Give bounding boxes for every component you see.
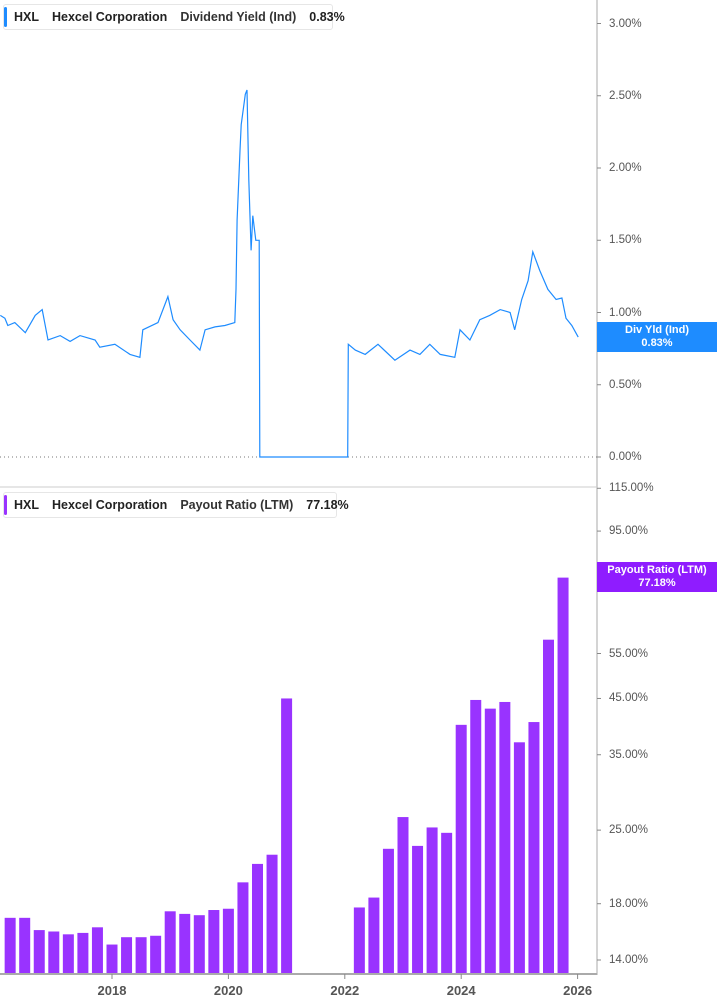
payout-bar	[412, 845, 424, 973]
bottom-y-tick-label: 35.00%	[609, 748, 649, 761]
payout-bar	[19, 917, 31, 973]
x-tick-label: 2022	[330, 983, 360, 998]
payout-bar	[499, 701, 511, 973]
payout-bar	[91, 927, 103, 973]
legend-metric: Dividend Yield (Ind)	[180, 10, 297, 24]
legend-value: 0.83%	[309, 10, 345, 24]
payout-bar	[208, 910, 220, 973]
payout-bar	[484, 708, 496, 973]
payout-bar	[281, 698, 293, 973]
payout-bar	[557, 577, 569, 973]
payout-bar	[48, 931, 60, 973]
payout-bar	[106, 944, 118, 973]
payout-bar	[179, 913, 191, 973]
bottom-y-tick-label: 115.00%	[609, 482, 654, 495]
legend-ticker: HXL	[14, 498, 39, 512]
top-y-tick-label: 1.00%	[609, 306, 642, 319]
legend-value: 77.18%	[306, 498, 349, 512]
payout-bar	[368, 897, 380, 973]
payout-bar	[441, 832, 453, 973]
payout-bar	[455, 724, 467, 973]
x-tick-label: 2020	[213, 983, 243, 998]
bottom-y-tick-label: 45.00%	[609, 692, 649, 705]
bottom-y-tick-label: 14.00%	[609, 954, 649, 966]
payout-bar	[543, 639, 554, 973]
payout-bar	[353, 907, 365, 973]
dividend-yield-line	[0, 89, 579, 458]
payout-bar	[135, 937, 147, 973]
top-y-tick-label: 3.00%	[609, 17, 642, 30]
payout-bar	[513, 742, 525, 973]
top-y-tick-label: 2.50%	[609, 89, 642, 102]
payout-bar	[164, 911, 176, 973]
payout-bar	[77, 932, 89, 973]
bottom-y-tick-label: 18.00%	[609, 897, 649, 910]
x-tick-label: 2026	[563, 983, 593, 998]
payout-bar	[382, 848, 394, 973]
payout-bar	[426, 827, 438, 973]
legend-ticker: HXL	[14, 10, 39, 24]
badge-label: Div Yld (Ind)	[625, 324, 689, 336]
payout-bar	[193, 915, 205, 973]
top-y-tick-label: 0.00%	[609, 451, 642, 463]
payout-bar	[266, 854, 278, 973]
payout-bar	[237, 882, 249, 973]
bottom-y-tick-label: 95.00%	[609, 525, 649, 538]
payout-bar	[470, 699, 482, 973]
payout-bar	[62, 934, 74, 973]
dividend-yield-badge: Div Yld (Ind) 0.83%	[597, 322, 717, 352]
payout-bar	[121, 937, 133, 973]
legend-metric: Payout Ratio (LTM)	[180, 498, 294, 512]
legend-company: Hexcel Corporation	[52, 10, 168, 24]
top-y-tick-label: 2.00%	[609, 162, 642, 174]
payout-bar	[222, 908, 234, 973]
bottom-y-tick-label: 55.00%	[609, 647, 649, 660]
bottom-y-tick-label: 25.00%	[609, 824, 649, 837]
legend-company: Hexcel Corporation	[52, 498, 168, 512]
payout-ratio-legend: HXL Hexcel Corporation Payout Ratio (LTM…	[3, 492, 349, 518]
payout-bar	[397, 817, 409, 973]
payout-bar	[4, 917, 16, 973]
payout-bar	[252, 863, 263, 973]
badge-value: 0.83%	[641, 337, 673, 349]
payout-bar	[33, 930, 45, 973]
payout-bar	[150, 935, 162, 973]
legend-color-marker	[4, 495, 7, 515]
badge-value: 77.18%	[638, 577, 676, 589]
dividend-yield-legend: HXL Hexcel Corporation Dividend Yield (I…	[3, 4, 345, 30]
payout-bar	[528, 722, 540, 973]
x-tick-label: 2018	[97, 983, 127, 998]
top-y-tick-label: 0.50%	[609, 378, 642, 391]
top-y-tick-label: 1.50%	[609, 234, 642, 247]
x-tick-label: 2024	[446, 983, 476, 998]
badge-label: Payout Ratio (LTM)	[607, 564, 707, 576]
legend-color-marker	[4, 7, 7, 27]
payout-ratio-badge: Payout Ratio (LTM) 77.18%	[597, 562, 717, 592]
